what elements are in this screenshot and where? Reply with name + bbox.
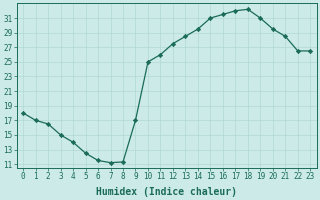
X-axis label: Humidex (Indice chaleur): Humidex (Indice chaleur) (96, 186, 237, 197)
